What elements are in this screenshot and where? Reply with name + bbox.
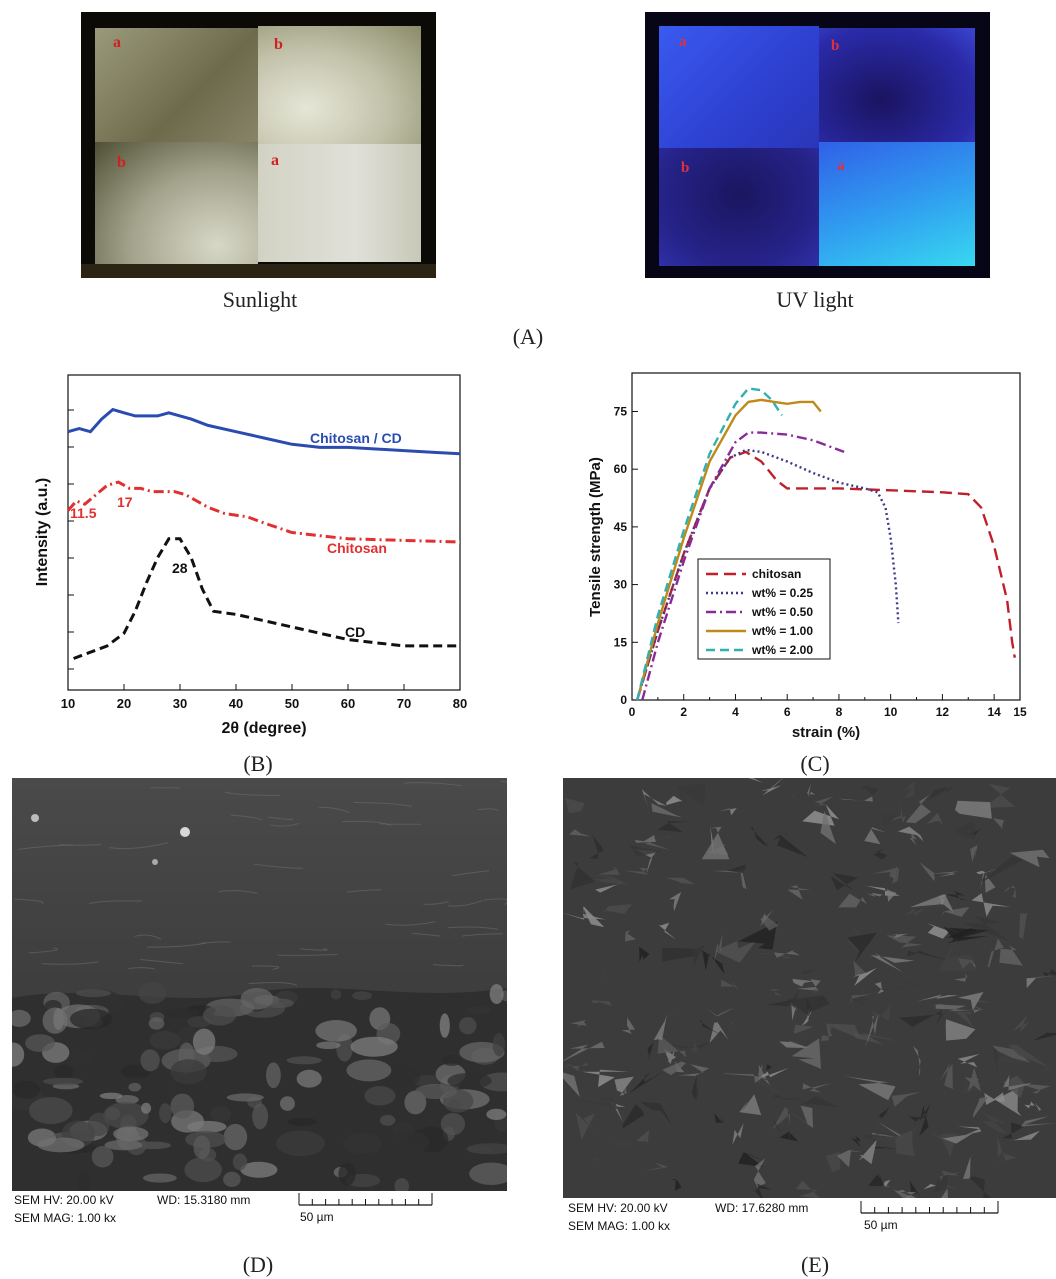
sunlight-label-a-top: a	[113, 34, 121, 51]
xrd-ylabel: Intensity (a.u.)	[34, 478, 51, 586]
xrd-xtick-label: 60	[341, 696, 355, 711]
legend-entry: wt% = 2.00	[751, 643, 813, 657]
sem-image-e	[563, 778, 1056, 1198]
xrd-series-line-0	[67, 407, 461, 456]
xrd-plot-frame	[67, 374, 461, 691]
annotation-17: 17	[117, 494, 133, 510]
sem-e-scale-label: 50 µm	[864, 1218, 898, 1232]
ts-xtick-label: 8	[836, 705, 843, 719]
xrd-series-line-1	[66, 480, 461, 544]
panel-c-caption: (C)	[800, 751, 830, 776]
sem-e-scale-bar	[860, 1201, 999, 1214]
uv-light-photo: a b b a	[645, 12, 990, 278]
sem-d-hv: SEM HV: 20.00 kV	[14, 1193, 114, 1207]
ts-xtick-label: 6	[784, 705, 791, 719]
uv-label-b-top: b	[831, 38, 840, 54]
sem-d-scale-bar	[298, 1193, 433, 1206]
sem-e-hv: SEM HV: 20.00 kV	[568, 1201, 668, 1215]
sem-d-mag: SEM MAG: 1.00 kx	[14, 1211, 117, 1225]
xrd-xtick-label: 50	[285, 696, 299, 711]
panel-d-caption: (D)	[242, 1252, 274, 1277]
ts-xtick-label: 12	[936, 705, 950, 719]
xrd-xtick-label: 80	[453, 696, 467, 711]
sunlight-caption: Sunlight	[222, 287, 298, 312]
sem-image-d	[12, 778, 507, 1191]
ts-xtick-label: 14	[987, 705, 1001, 719]
ts-ytick-label: 0	[620, 693, 627, 707]
xrd-series-line-2	[73, 537, 460, 660]
sem-e-wd: WD: 17.6280 mm	[715, 1201, 809, 1215]
series-label-chitosan-cd: Chitosan / CD	[310, 430, 402, 446]
uv-light-caption: UV light	[776, 287, 854, 312]
sem-d-wd: WD: 15.3180 mm	[157, 1193, 251, 1207]
sunlight-photo: a b b a	[81, 12, 436, 278]
xrd-chart: 10 20 30 40 50 60 70 80 2θ (degree) Intensity (…	[34, 374, 467, 737]
series-label-cd: CD	[345, 624, 365, 640]
ts-ytick-label: 60	[614, 462, 628, 476]
tensile-xlabel: strain (%)	[792, 724, 860, 741]
xrd-xtick-label: 70	[397, 696, 411, 711]
ts-xtick-label: 0	[629, 705, 636, 719]
uv-label-b-bottom: b	[681, 160, 690, 176]
ts-series-line-4	[636, 387, 783, 701]
ts-xtick-label: 2	[680, 705, 687, 719]
uv-label-a-bottom: a	[837, 158, 845, 174]
ts-series-line-1	[636, 448, 900, 701]
xrd-xtick-label: 20	[117, 696, 131, 711]
legend-entry: wt% = 0.25	[751, 586, 813, 600]
panel-b-caption: (B)	[243, 751, 273, 776]
xrd-xlabel: 2θ (degree)	[221, 720, 306, 737]
ts-xtick-label: 10	[884, 705, 898, 719]
sunlight-label-a-bottom: a	[271, 152, 279, 169]
legend-entry: wt% = 0.50	[751, 605, 813, 619]
xrd-xtick-label: 40	[229, 696, 243, 711]
xrd-xtick-label: 30	[173, 696, 187, 711]
panel-e-caption: (E)	[800, 1252, 830, 1277]
legend-entry: chitosan	[752, 567, 801, 581]
panel-a-caption: (A)	[512, 324, 544, 349]
annotation-11-5: 11.5	[70, 505, 97, 521]
annotation-28: 28	[172, 560, 188, 576]
ts-ytick-label: 30	[614, 578, 628, 592]
uv-label-a-top: a	[679, 34, 687, 50]
ts-series-line-2	[641, 431, 845, 701]
xrd-xtick-label: 10	[61, 696, 75, 711]
sunlight-label-b-bottom: b	[117, 154, 126, 171]
tensile-ylabel: Tensile strength (MPa)	[587, 457, 604, 617]
ts-ytick-label: 45	[614, 520, 628, 534]
ts-ytick-label: 75	[614, 404, 628, 418]
ts-series-line-3	[636, 398, 822, 701]
sunlight-label-b-top: b	[274, 36, 283, 53]
tensile-plot-frame	[631, 372, 1021, 701]
ts-xtick-label: 15	[1013, 705, 1027, 719]
ts-ytick-label: 15	[614, 635, 628, 649]
legend-entry: wt% = 1.00	[751, 624, 813, 638]
ts-series-line-0	[636, 450, 1016, 701]
sem-e-mag: SEM MAG: 1.00 kx	[568, 1219, 671, 1233]
series-label-chitosan: Chitosan	[327, 540, 387, 556]
sem-d-scale-label: 50 µm	[300, 1210, 334, 1224]
ts-xtick-label: 4	[732, 705, 739, 719]
tensile-legend: chitosan wt% = 0.25 wt% = 0.50 wt% = 1.00 wt…	[697, 558, 831, 660]
tensile-chart: 0 2 4 6 8 10 12 14 15 0 15 30 45 60 75 strain (%) Tens…	[587, 372, 1027, 741]
